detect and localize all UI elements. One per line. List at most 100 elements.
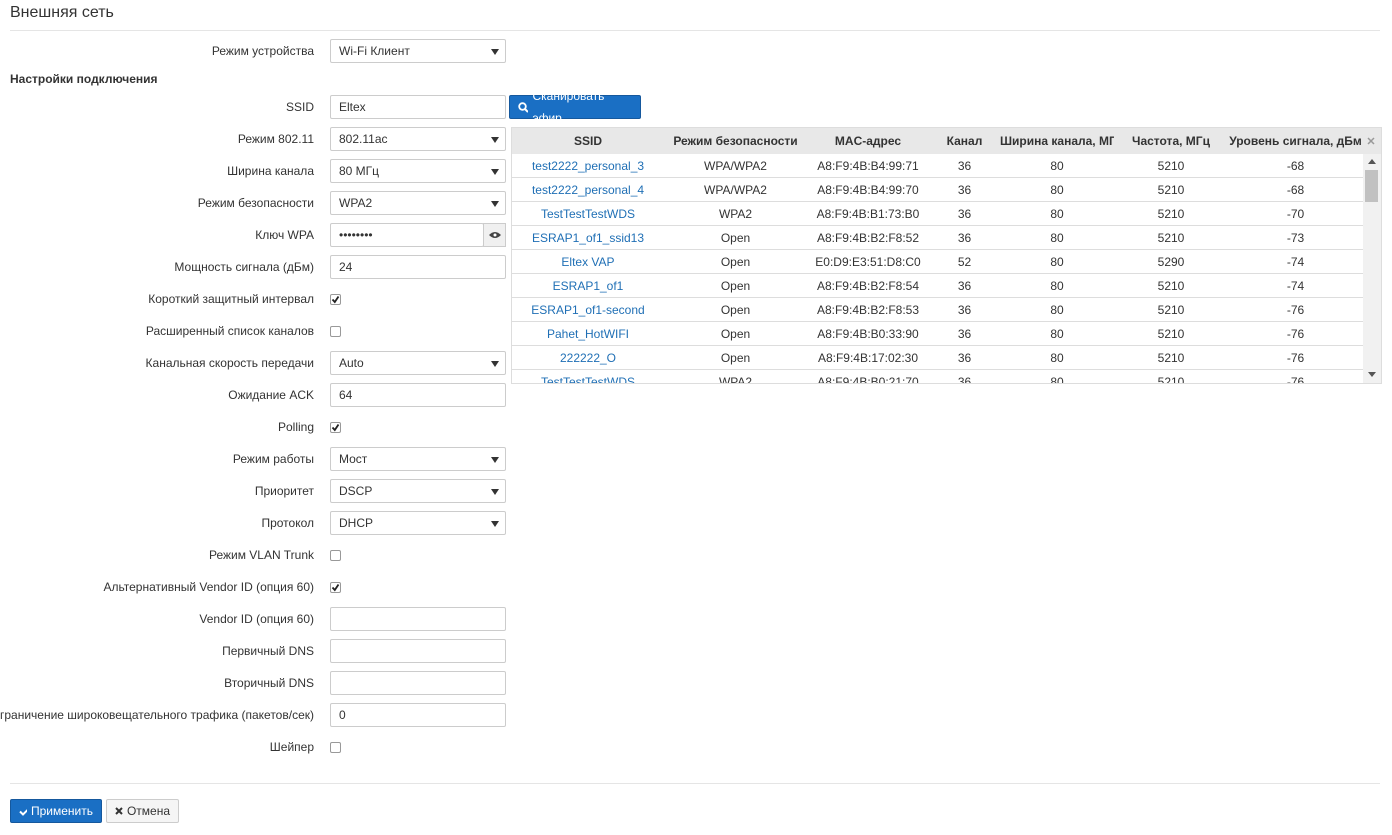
field-value: Мост [339,452,368,466]
field-label: Vendor ID (опция 60) [199,612,314,626]
close-icon[interactable] [1367,137,1375,145]
table-cell: 36 [929,154,1000,178]
table-cell: -68 [1228,154,1363,178]
x-icon [115,807,123,815]
table-cell: A8:F9:4B:B1:73:B0 [807,201,929,226]
field-label: Канальная скорость передачи [145,356,314,370]
column-header: Режим безопасности [664,128,807,154]
table-cell: 36 [929,369,1000,383]
text-input[interactable] [330,639,506,663]
table-cell: A8:F9:4B:B4:99:70 [807,177,929,202]
dropdown[interactable]: Auto [330,351,506,375]
checkbox[interactable] [330,422,341,433]
table-cell: A8:F9:4B:B2:F8:53 [807,297,929,322]
text-input[interactable] [330,607,506,631]
checkmark [331,295,340,304]
column-header: Уровень сигнала, дБм [1228,128,1363,154]
apply-button[interactable]: Применить [10,799,102,823]
checkbox[interactable] [330,326,341,337]
ssid-link[interactable]: test2222_personal_4 [512,177,664,202]
field-value: 64 [339,388,353,402]
text-input[interactable]: Eltex [330,95,506,119]
field-value: 802.11ac [339,132,388,146]
table-cell: WPA2 [664,369,807,383]
dropdown[interactable]: DSCP [330,479,506,503]
cancel-button[interactable]: Отмена [106,799,179,823]
ssid-link[interactable]: ESRAP1_of1_ssid13 [512,225,664,250]
field-value: Wi-Fi Клиент [339,44,410,58]
table-cell: -76 [1228,321,1363,346]
ssid-link[interactable]: 222222_O [512,345,664,370]
table-cell: 80 [1000,201,1114,226]
table-cell: WPA/WPA2 [664,177,807,202]
ssid-link[interactable]: Eltex VAP [512,249,664,274]
checkbox[interactable] [330,742,341,753]
cancel-label: Отмена [126,804,170,818]
table-cell: -73 [1228,225,1363,250]
table-cell: -70 [1228,201,1363,226]
table-cell: 5210 [1114,177,1228,202]
network-row[interactable]: Eltex VAP Open E0:D9:E3:51:D8:C0 52 80 5290 -7… [512,249,1363,274]
table-cell: 80 [1000,249,1114,274]
text-input[interactable] [330,671,506,695]
network-row[interactable]: TestTestTestWDS WPA2 A8:F9:4B:B0:21:70 36 80… [512,369,1363,383]
checkbox[interactable] [330,582,341,593]
field-label: Расширенный список каналов [145,324,314,338]
table-cell: 80 [1000,177,1114,202]
table-cell: 36 [929,201,1000,226]
dropdown[interactable]: WPA2 [330,191,506,215]
ssid-link[interactable]: TestTestTestWDS [512,201,664,226]
network-row[interactable]: test2222_personal_3 WPA/WPA2 A8:F9:4B:B4:9… [512,154,1363,178]
checkbox[interactable] [330,294,341,305]
dropdown[interactable]: DHCP [330,511,506,535]
search-icon [518,101,529,113]
network-row[interactable]: TestTestTestWDS WPA2 A8:F9:4B:B1:73:B0 36 80… [512,201,1363,226]
table-cell: 36 [929,345,1000,370]
field-value: 80 МГц [339,164,380,178]
scroll-thumb[interactable] [1365,170,1378,202]
show-password-button[interactable] [483,223,506,247]
network-row[interactable]: ESRAP1_of1 Open A8:F9:4B:B2:F8:54 36 80 5210-… [512,273,1363,298]
dropdown[interactable]: Мост [330,447,506,471]
field-label: Протокол [261,516,314,530]
ssid-link[interactable]: ESRAP1_of1 [512,273,664,298]
dropdown[interactable]: Wi-Fi Клиент [330,39,506,63]
table-cell: 5210 [1114,154,1228,178]
column-header: SSID [512,128,664,154]
apply-label: Применить [30,804,93,818]
check-icon [19,808,27,816]
table-cell: Open [664,345,807,370]
dropdown[interactable]: 802.11ac [330,127,506,151]
text-input[interactable]: •••••••• [330,223,484,247]
ssid-link[interactable]: test2222_personal_3 [512,154,664,178]
ssid-link[interactable]: Pahet_HotWIFI [512,321,664,346]
dropdown[interactable]: 80 МГц [330,159,506,183]
table-cell: -76 [1228,369,1363,383]
ssid-link[interactable]: ESRAP1_of1-second [512,297,664,322]
network-row[interactable]: ESRAP1_of1-second Open A8:F9:4B:B2:F8:53 36… [512,297,1363,322]
text-input[interactable]: 0 [330,703,506,727]
table-cell: 5210 [1114,321,1228,346]
network-row[interactable]: 222222_O Open A8:F9:4B:17:02:30 36 80 5210 -76 [512,345,1363,370]
table-cell: 80 [1000,273,1114,298]
field-label: Приоритет [254,484,314,498]
text-input[interactable]: 24 [330,255,506,279]
page-title: Внешняя сеть [10,4,114,21]
table-cell: -74 [1228,249,1363,274]
column-header: MAC-адрес [807,128,929,154]
table-cell: 36 [929,273,1000,298]
text-input[interactable]: 64 [330,383,506,407]
scrollbar[interactable] [1363,154,1381,383]
table-cell: 5210 [1114,273,1228,298]
checkbox[interactable] [330,550,341,561]
field-label: Альтернативный Vendor ID (опция 60) [103,580,314,594]
network-row[interactable]: Pahet_HotWIFI Open A8:F9:4B:B0:33:90 36 80 52… [512,321,1363,346]
network-row[interactable]: ESRAP1_of1_ssid13 Open A8:F9:4B:B2:F8:52 36… [512,225,1363,250]
ssid-link[interactable]: TestTestTestWDS [512,369,664,383]
dropdown-arrow [491,361,499,367]
table-cell: -76 [1228,345,1363,370]
scan-button[interactable]: Сканировать эфир [509,89,641,125]
field-value: Auto [339,356,364,370]
network-row[interactable]: test2222_personal_4 WPA/WPA2 A8:F9:4B:B4:9… [512,177,1363,202]
table-cell: 5210 [1114,369,1228,383]
